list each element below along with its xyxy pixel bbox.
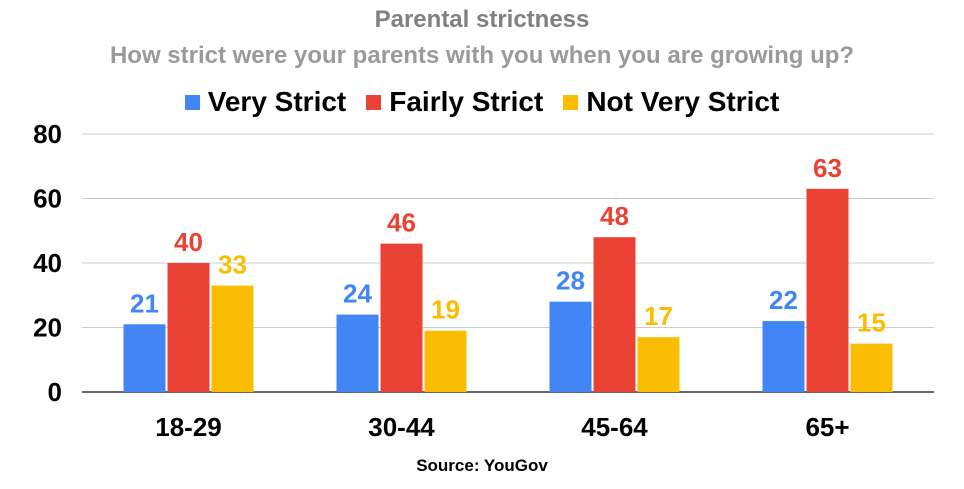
- data-label: 63: [813, 153, 842, 183]
- legend-item-not-very-strict: Not Very Strict: [563, 86, 779, 118]
- y-tick-label: 20: [33, 313, 62, 343]
- data-label: 46: [387, 208, 416, 238]
- y-tick-label: 60: [33, 184, 62, 214]
- x-tick-label: 30-44: [368, 412, 435, 442]
- bar: [806, 188, 849, 392]
- data-label: 17: [644, 301, 673, 331]
- source-note: Source: YouGov: [416, 456, 548, 475]
- legend-swatch-not-very-strict: [563, 94, 579, 110]
- bar: [380, 243, 423, 392]
- legend: Very Strict Fairly Strict Not Very Stric…: [0, 86, 964, 118]
- data-label: 33: [218, 250, 247, 280]
- legend-label-not-very-strict: Not Very Strict: [586, 86, 780, 117]
- legend-item-fairly-strict: Fairly Strict: [366, 86, 543, 118]
- chart-title: Parental strictness: [374, 6, 590, 33]
- chart-subtitle: How strict were your parents with you wh…: [109, 42, 855, 69]
- bar: [850, 343, 893, 392]
- y-tick-label: 80: [33, 119, 62, 149]
- data-label: 48: [600, 201, 629, 231]
- legend-label-very-strict: Very Strict: [207, 86, 347, 117]
- bar: [424, 330, 467, 392]
- legend-item-very-strict: Very Strict: [184, 86, 347, 118]
- data-label: 24: [343, 279, 372, 309]
- x-tick-label: 18-29: [155, 412, 222, 442]
- data-label: 40: [174, 227, 203, 257]
- x-tick-label: 65+: [805, 412, 849, 442]
- data-label: 21: [130, 288, 159, 318]
- bar: [549, 301, 592, 392]
- data-label: 22: [769, 285, 798, 315]
- legend-label-fairly-strict: Fairly Strict: [389, 86, 544, 117]
- data-label: 28: [556, 266, 585, 296]
- bar: [593, 237, 636, 392]
- bar: [211, 285, 254, 392]
- legend-swatch-very-strict: [184, 94, 200, 110]
- bar: [637, 337, 680, 392]
- bar: [123, 324, 166, 392]
- data-label: 19: [431, 295, 460, 325]
- y-tick-label: 0: [48, 377, 62, 407]
- x-tick-label: 45-64: [581, 412, 648, 442]
- legend-swatch-fairly-strict: [366, 94, 382, 110]
- data-label: 15: [857, 308, 886, 338]
- bar: [167, 263, 210, 392]
- y-tick-label: 40: [33, 248, 62, 278]
- bar: [762, 321, 805, 392]
- bar: [336, 314, 379, 392]
